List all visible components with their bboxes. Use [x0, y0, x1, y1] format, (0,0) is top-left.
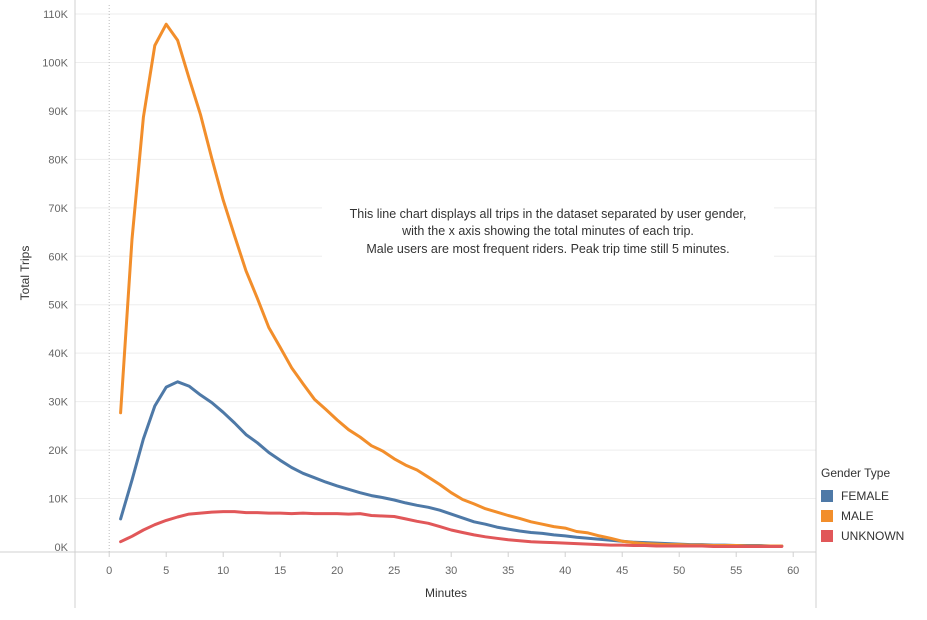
legend-item-female[interactable]: FEMALE — [821, 486, 904, 506]
x-tick-label: 55 — [730, 565, 742, 577]
legend-swatch-unknown — [821, 530, 833, 542]
y-tick-label: 20K — [48, 445, 68, 457]
series-lines — [119, 22, 784, 548]
annotation-line-2: with the x axis showing the total minute… — [401, 224, 694, 238]
axes — [0, 0, 817, 608]
x-tick-label: 5 — [163, 565, 169, 577]
legend-item-male[interactable]: MALE — [821, 506, 904, 526]
y-tick-label: 90K — [48, 106, 68, 118]
x-axis-title: Minutes — [425, 586, 467, 600]
x-tick-label: 40 — [559, 565, 571, 577]
y-tick-label: 80K — [48, 154, 68, 166]
legend-label-female: FEMALE — [841, 489, 890, 503]
y-tick-label: 0K — [55, 542, 69, 554]
legend-label-male: MALE — [841, 509, 874, 523]
annotation-box — [322, 202, 774, 260]
series-line-female — [119, 380, 784, 548]
y-tick-label: 50K — [48, 300, 68, 312]
x-tick-label: 10 — [217, 565, 229, 577]
y-tick-label: 100K — [42, 57, 68, 69]
x-tick-label: 20 — [331, 565, 343, 577]
legend-swatch-female — [821, 490, 833, 502]
x-tick-label: 30 — [445, 565, 457, 577]
x-tick-label: 50 — [673, 565, 685, 577]
x-tick-label: 60 — [787, 565, 799, 577]
x-tick-label: 35 — [502, 565, 514, 577]
y-axis-title: Total Trips — [18, 246, 32, 301]
y-tick-label: 40K — [48, 348, 68, 360]
x-tick-label: 45 — [616, 565, 628, 577]
y-tick-label: 110K — [43, 9, 69, 21]
legend-title: Gender Type — [821, 466, 891, 480]
x-tick-label: 25 — [388, 565, 400, 577]
legend: Gender Type FEMALE MALE UNKNOWN — [821, 466, 904, 546]
legend-item-unknown[interactable]: UNKNOWN — [821, 526, 904, 546]
legend-swatch-male — [821, 510, 833, 522]
y-tick-label: 30K — [48, 397, 68, 409]
series-line-male — [119, 22, 784, 548]
x-tick-label: 0 — [106, 565, 112, 577]
legend-label-unknown: UNKNOWN — [841, 529, 905, 543]
annotation-line-1: This line chart displays all trips in th… — [350, 207, 747, 221]
y-tick-label: 60K — [48, 251, 68, 263]
x-tick-label: 15 — [274, 565, 286, 577]
y-tick-labels: 0K 10K 20K 30K 40K 50K 60K 70K 80K 90K 100K 110K — [42, 9, 68, 554]
y-tick-label: 70K — [48, 203, 68, 215]
series-line-unknown — [119, 510, 784, 548]
y-tick-label: 10K — [48, 494, 68, 506]
annotation-line-3: Male users are most frequent riders. Pea… — [366, 242, 729, 256]
x-tick-labels: 0 5 10 15 20 25 30 35 40 45 50 55 60 — [106, 552, 799, 577]
